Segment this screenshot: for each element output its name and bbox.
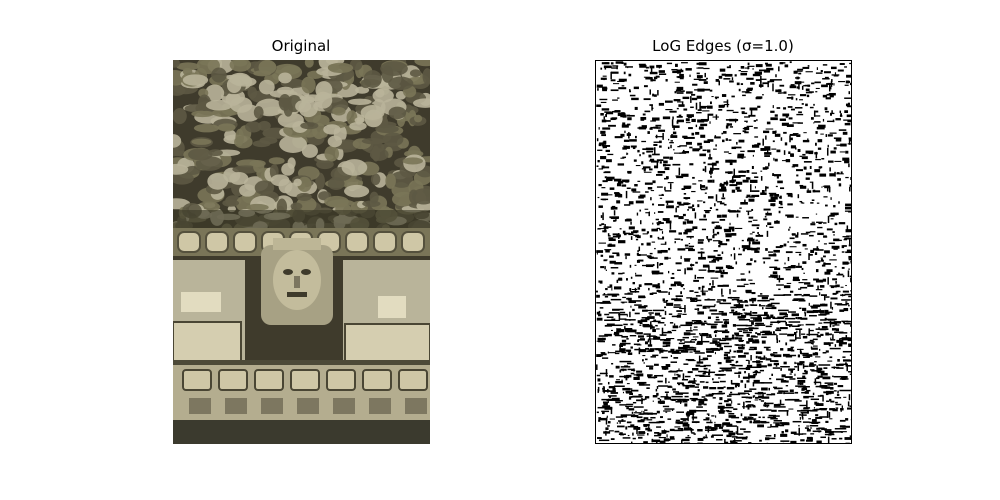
original-photo-graphic: [173, 60, 430, 444]
original-image: [173, 60, 430, 444]
panel-title-log-edges: LoG Edges (σ=1.0): [652, 37, 794, 55]
panel-title-original: Original: [271, 37, 331, 55]
edge-map-graphic: [596, 61, 851, 443]
log-edges-image: [595, 60, 852, 444]
